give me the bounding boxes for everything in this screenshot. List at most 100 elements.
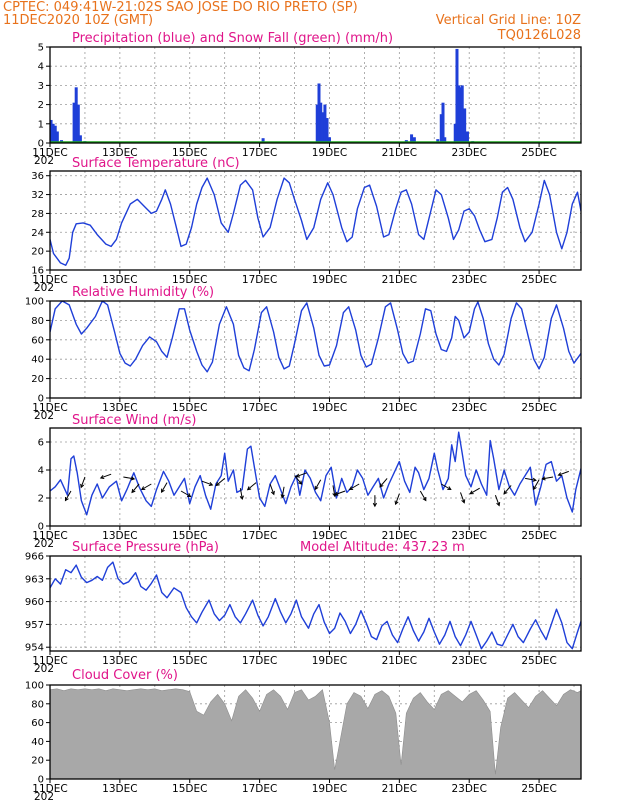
temp-ytick-label: 32 — [31, 190, 44, 201]
wind-year-label: 202 — [34, 538, 54, 550]
precip-bar — [76, 104, 80, 143]
pressure-xtick-label: 15DEC — [172, 655, 207, 667]
wind-xtick-label: 11DEC — [32, 530, 67, 542]
wind-arrow-shaft — [525, 477, 537, 481]
wind-arrow — [314, 479, 322, 491]
header-run-time: 11DEC2020 10Z (GMT) — [3, 13, 153, 28]
precip-bar — [315, 104, 319, 143]
pressure-annotation: Model Altitude: 437.23 m — [300, 540, 465, 555]
wind-arrow — [269, 483, 275, 496]
wind-arrow-shaft — [180, 490, 191, 497]
wind-arrow-shaft — [503, 485, 512, 495]
wind-arrow-shaft — [65, 490, 72, 501]
header-station: CPTEC: 049:41W-21:02S SAO JOSE DO RIO PR… — [3, 0, 358, 15]
pressure-ytick-label: 954 — [25, 643, 44, 654]
wind-arrow — [494, 495, 501, 507]
wind-arrow — [419, 490, 427, 502]
precip-bar — [319, 102, 323, 143]
wind-arrow-head — [246, 486, 252, 491]
precip-panel: 0 1 2 3 4 5 11DEC 13DEC 15DEC 17DEC 19DEC 21DEC 23DE… — [32, 31, 582, 167]
cloud-xtick-label: 23DEC — [451, 783, 486, 795]
wind-frame — [49, 427, 582, 527]
precip-xtick-label: 25DEC — [521, 147, 556, 159]
precip-bar — [465, 131, 469, 143]
pressure-year-label: 202 — [34, 663, 54, 675]
rh-line — [50, 301, 581, 373]
wind-panel: 0 2 4 6 11DEC 13DEC 15DEC 17DEC 19DEC 21DEC 23DEC 2… — [32, 413, 582, 550]
wind-arrow-shaft — [269, 483, 275, 495]
wind-arrow-shaft — [441, 483, 452, 490]
wind-arrow-head — [280, 494, 285, 499]
wind-arrow-shaft — [281, 486, 285, 498]
wind-xtick-label: 21DEC — [382, 530, 417, 542]
wind-arrow — [533, 479, 540, 491]
wind-arrow-head — [140, 486, 146, 491]
wind-arrow-head — [447, 486, 452, 491]
wind-arrow-shaft — [239, 488, 243, 500]
wind-arrow-head — [461, 499, 466, 504]
header-grid-note: Vertical Grid Line: 10Z — [436, 13, 581, 28]
wind-arrow — [246, 482, 257, 491]
cloud-xtick-label: 17DEC — [242, 783, 277, 795]
wind-arrow — [460, 492, 466, 504]
wind-arrow — [64, 490, 72, 502]
wind-arrow — [557, 470, 569, 477]
pressure-xtick-label: 21DEC — [382, 655, 417, 667]
precip-bar — [320, 112, 324, 143]
rh-xtick-label: 13DEC — [102, 402, 137, 414]
precip-bar — [50, 119, 53, 143]
wind-arrow-head — [348, 486, 354, 491]
precip-ytick-label: 4 — [38, 62, 44, 73]
wind-arrow-head — [239, 495, 244, 501]
rh-year-label: 202 — [34, 410, 54, 422]
wind-arrow-head — [372, 502, 378, 508]
precip-bar — [78, 135, 82, 143]
precip-xtick-label: 21DEC — [382, 147, 417, 159]
wind-arrow-shaft — [395, 493, 400, 505]
wind-arrow-head — [314, 485, 319, 491]
precip-year-label: 202 — [34, 155, 54, 167]
rh-panel: 0 20 40 60 80 100 11DEC 13DEC 15DEC 17DEC 19DEC 21D… — [25, 285, 582, 422]
cloud-panel: 0 20 40 60 80 100 11DEC 13DEC 15DEC 17DEC 19DEC 21D… — [25, 668, 582, 803]
temp-xtick-label: 17DEC — [242, 274, 277, 286]
cloud-year-label: 202 — [34, 791, 54, 800]
wind-arrow-head — [379, 483, 384, 488]
temp-ytick-label: 36 — [31, 171, 44, 182]
wind-arrow-shaft — [494, 495, 500, 506]
precip-bar — [441, 102, 445, 143]
wind-ytick-label: 6 — [38, 438, 44, 449]
wind-arrow-shaft — [349, 483, 360, 490]
wind-arrow-head — [422, 497, 427, 502]
precip-title: Precipitation (blue) and Snow Fall (gree… — [72, 31, 393, 46]
wind-arrow — [441, 483, 452, 491]
precip-ytick-label: 1 — [38, 119, 44, 130]
wind-arrow-shaft — [294, 475, 302, 485]
wind-arrow-shaft — [123, 476, 135, 480]
precip-bar — [412, 137, 416, 143]
wind-arrow — [295, 472, 307, 478]
temp-xtick-label: 23DEC — [451, 274, 486, 286]
cloud-ytick-label: 20 — [31, 756, 44, 767]
wind-arrow-head — [80, 483, 85, 489]
wind-arrow-shaft — [131, 483, 140, 493]
wind-arrow — [99, 473, 112, 479]
wind-arrow-head — [131, 488, 136, 494]
precip-ytick-label: 5 — [38, 43, 44, 54]
wind-xtick-label: 19DEC — [312, 530, 347, 542]
wind-arrow-shaft — [460, 492, 465, 503]
rh-ytick-label: 40 — [31, 355, 44, 366]
cloud-xtick-label: 21DEC — [382, 783, 417, 795]
rh-frame — [49, 300, 582, 399]
wind-arrow — [161, 482, 168, 494]
temp-xtick-label: 25DEC — [521, 274, 556, 286]
pressure-xtick-label: 23DEC — [451, 655, 486, 667]
precip-bar — [53, 125, 57, 143]
temp-year-label: 202 — [34, 282, 54, 294]
wind-arrow — [215, 478, 225, 487]
wind-arrow-shaft — [334, 490, 346, 496]
wind-arrow — [131, 483, 140, 494]
wind-arrow-head — [295, 473, 300, 478]
wind-arrow — [469, 487, 480, 495]
temp-xtick-label: 21DEC — [382, 274, 417, 286]
wind-arrow — [140, 483, 152, 491]
